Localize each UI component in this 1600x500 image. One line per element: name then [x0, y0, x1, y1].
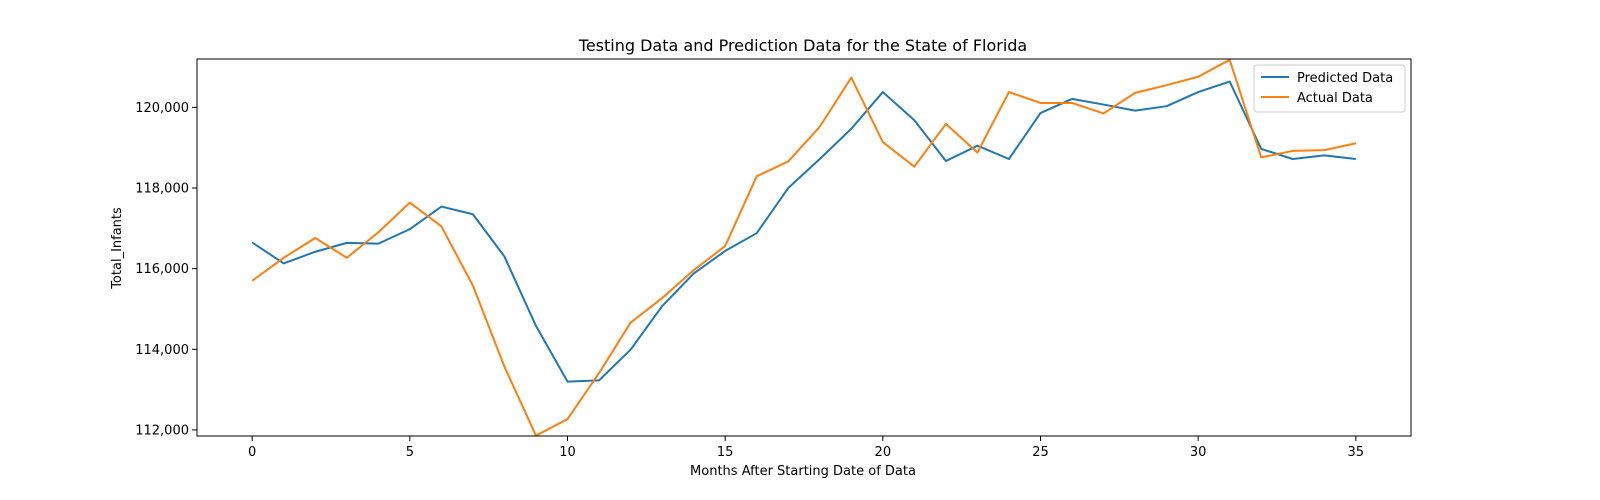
plot-frame [196, 58, 1412, 437]
series-line-actual [251, 58, 1357, 437]
legend-label-actual: Actual Data [1297, 91, 1373, 106]
x-tick-label: 0 [248, 445, 256, 460]
y-axis-label: Total_Infants [110, 207, 125, 290]
series-line-predicted [251, 80, 1356, 383]
x-tick-label: 5 [406, 445, 414, 460]
y-tick-label: 118,000 [135, 182, 189, 197]
x-axis-label: Months After Starting Date of Data [690, 464, 916, 479]
series-layer [251, 58, 1357, 437]
chart-title: Testing Data and Prediction Data for the… [578, 36, 1027, 55]
x-tick-label: 30 [1190, 445, 1207, 460]
legend: Predicted Data Actual Data [1253, 64, 1406, 113]
x-tick-label: 20 [875, 445, 892, 460]
y-axis: 112,000 114,000 116,000 118,000 120,000 [135, 101, 197, 438]
x-axis: 0 5 10 15 20 25 30 35 [248, 436, 1364, 460]
y-tick-label: 112,000 [135, 423, 189, 438]
y-tick-label: 116,000 [135, 262, 189, 277]
x-tick-label: 10 [559, 445, 576, 460]
x-tick-label: 35 [1348, 445, 1365, 460]
plot-area [196, 58, 1412, 437]
x-tick-label: 15 [717, 445, 734, 460]
x-tick-label: 25 [1032, 445, 1049, 460]
legend-label-predicted: Predicted Data [1297, 71, 1393, 86]
y-tick-label: 120,000 [135, 101, 189, 116]
legend-box [1253, 64, 1406, 113]
y-tick-label: 114,000 [135, 343, 189, 358]
